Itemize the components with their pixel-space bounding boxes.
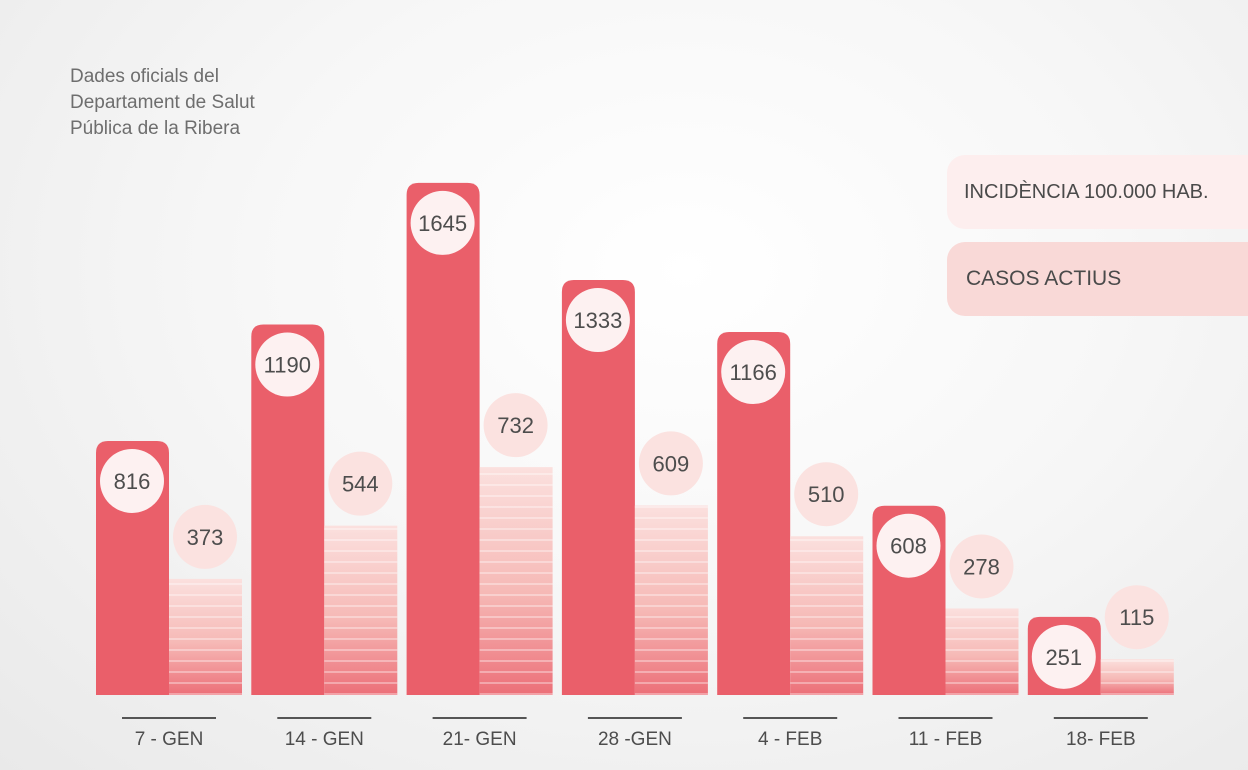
- active-value-label: 278: [963, 554, 1000, 579]
- category-label: 4 - FEB: [758, 729, 822, 750]
- source-line-3: Pública de la Ribera: [70, 118, 241, 139]
- category-label: 11 - FEB: [909, 729, 983, 750]
- incidence-value-bubble: [565, 288, 630, 353]
- active-value-label: 732: [497, 413, 534, 438]
- active-value-bubble: [483, 393, 548, 458]
- bar-active-cases-stripes: [169, 578, 242, 695]
- legend-active-cases: CASOS ACTIUS: [947, 242, 1248, 316]
- incidence-value-bubble: [410, 190, 475, 255]
- category-label: 14 - GEN: [285, 729, 364, 750]
- source-line-2: Departament de Salut: [70, 92, 255, 113]
- source-line-1: Dades oficials del: [70, 66, 219, 87]
- category-label: 28 -GEN: [598, 729, 672, 750]
- category-label: 21- GEN: [443, 729, 517, 750]
- category-label: 7 - GEN: [135, 729, 204, 750]
- active-value-label: 510: [808, 482, 845, 507]
- legend-active-cases-label: CASOS ACTIUS: [966, 267, 1122, 290]
- active-value-bubble: [949, 534, 1014, 599]
- incidence-value-bubble: [100, 448, 164, 513]
- incidence-value-label: 1645: [418, 211, 467, 236]
- bar-active-cases-stripes: [945, 608, 1019, 695]
- incidence-value-label: 1190: [264, 353, 311, 378]
- active-value-label: 115: [1119, 605, 1154, 630]
- active-value-bubble: [328, 451, 393, 516]
- bar-incidence: [717, 332, 791, 695]
- bar-active-cases-stripes: [324, 525, 398, 695]
- incidence-value-label: 1333: [573, 308, 622, 333]
- active-value-label: 609: [653, 451, 690, 476]
- incidence-value-label: 1166: [730, 360, 777, 385]
- source-note: Dades oficials del Departament de Salut …: [70, 64, 390, 142]
- incidence-value-bubble: [721, 340, 786, 405]
- active-value-label: 373: [187, 525, 224, 550]
- active-value-bubble: [1104, 585, 1169, 650]
- bar-active-cases-stripes: [634, 505, 708, 695]
- incidence-value-label: 816: [114, 469, 151, 494]
- incidence-value-bubble: [876, 513, 941, 578]
- legend-incidence: INCIDÈNCIA 100.000 HAB.: [947, 155, 1248, 229]
- bar-incidence: [406, 182, 480, 695]
- bar-active-cases-stripes: [1100, 659, 1174, 695]
- bar-incidence: [251, 324, 325, 695]
- incidence-value-label: 608: [890, 534, 927, 559]
- incidence-value-bubble: [255, 332, 320, 397]
- active-value-bubble: [794, 462, 859, 527]
- bar-incidence: [561, 280, 635, 695]
- category-label: 18- FEB: [1066, 729, 1136, 750]
- active-value-bubble: [638, 431, 703, 496]
- incidence-value-label: 251: [1045, 645, 1082, 670]
- bar-active-cases-stripes: [479, 467, 553, 695]
- active-value-label: 544: [342, 472, 379, 497]
- bar-active-cases-stripes: [790, 536, 864, 695]
- incidence-value-bubble: [1031, 624, 1096, 689]
- active-value-bubble: [173, 504, 237, 569]
- legend-incidence-label: INCIDÈNCIA 100.000 HAB.: [964, 180, 1209, 203]
